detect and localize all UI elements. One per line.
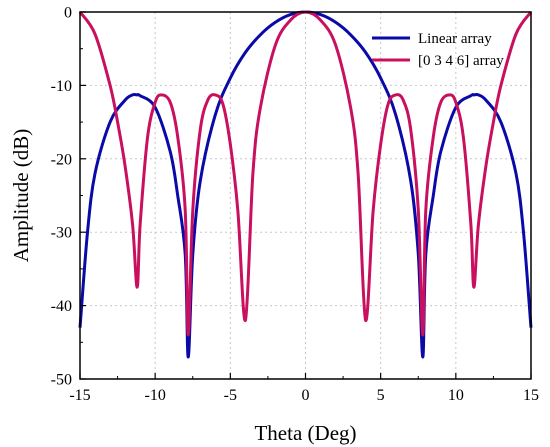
x-tick-label: 0 — [302, 387, 310, 404]
x-tick-label: -10 — [145, 387, 166, 404]
x-tick-label: 5 — [377, 387, 385, 404]
x-tick-label: -5 — [224, 387, 237, 404]
tick-labels: -15 -10 -5 0 5 10 150-10-20-30-40-50 — [51, 5, 539, 405]
x-tick-label: 15 — [523, 387, 539, 404]
y-axis-title: Amplitude (dB) — [9, 129, 33, 263]
x-tick-label: -15 — [69, 387, 90, 404]
ticks — [79, 11, 532, 380]
y-tick-label: -20 — [51, 151, 72, 168]
y-tick-label: -30 — [51, 225, 72, 242]
y-tick-label: -40 — [51, 298, 72, 315]
legend-label-0346-array: [0 3 4 6] array — [418, 53, 504, 69]
y-tick-label: -10 — [51, 78, 72, 95]
legend-label-linear-array: Linear array — [418, 31, 492, 47]
x-axis-title: Theta (Deg) — [254, 421, 356, 445]
y-tick-label: -50 — [51, 372, 72, 389]
x-tick-label: 10 — [448, 387, 464, 404]
y-tick-label: 0 — [64, 5, 72, 22]
legend: Linear array [0 3 4 6] array — [372, 31, 504, 69]
